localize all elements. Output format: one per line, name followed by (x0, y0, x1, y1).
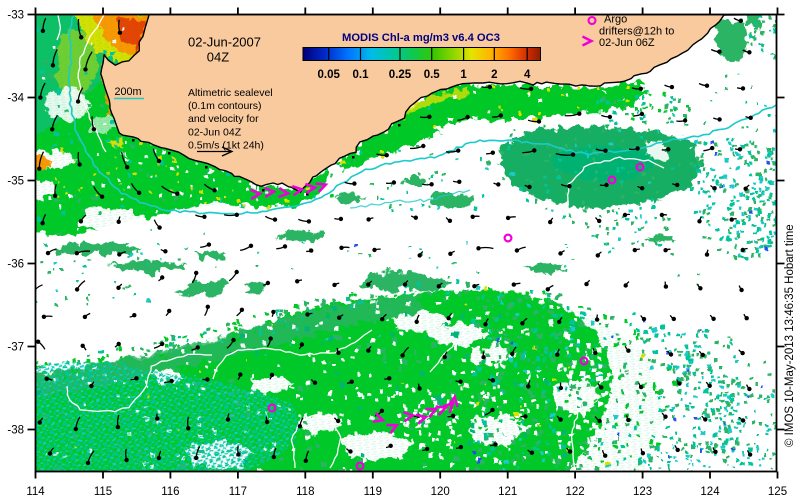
svg-text:02-Jun-2007: 02-Jun-2007 (188, 35, 261, 50)
svg-text:121: 121 (498, 486, 517, 498)
svg-text:120: 120 (431, 486, 450, 498)
svg-text:-34: -34 (7, 93, 24, 105)
svg-text:4: 4 (524, 69, 531, 81)
svg-text:-36: -36 (7, 259, 24, 271)
svg-text:125: 125 (768, 486, 787, 498)
svg-text:MODIS Chl-a mg/m3 v6.4 OC3: MODIS Chl-a mg/m3 v6.4 OC3 (342, 32, 500, 44)
svg-text:0.5m/s (1kt 24h): 0.5m/s (1kt 24h) (188, 139, 264, 151)
svg-text:200m: 200m (115, 86, 142, 98)
svg-text:-33: -33 (7, 10, 24, 22)
svg-text:drifters@12h to: drifters@12h to (599, 25, 674, 37)
svg-text:0.5: 0.5 (424, 69, 441, 81)
svg-text:04Z: 04Z (207, 50, 229, 65)
svg-text:122: 122 (566, 486, 585, 498)
svg-text:-35: -35 (7, 176, 24, 188)
svg-text:02-Jun 06Z: 02-Jun 06Z (599, 37, 655, 49)
svg-text:118: 118 (296, 486, 314, 498)
svg-text:119: 119 (364, 486, 382, 498)
svg-text:-37: -37 (7, 342, 24, 354)
svg-text:0.05: 0.05 (318, 69, 341, 81)
svg-text:2: 2 (491, 69, 497, 81)
svg-text:Argo: Argo (604, 14, 627, 26)
svg-text:124: 124 (700, 486, 720, 498)
svg-text:Altimetric sealevel: Altimetric sealevel (188, 87, 273, 99)
svg-text:(0.1m contours): (0.1m contours) (188, 100, 262, 112)
svg-text:-38: -38 (7, 425, 24, 437)
svg-text:and velocity for: and velocity for (188, 113, 259, 125)
svg-text:1: 1 (460, 69, 467, 81)
svg-text:0.1: 0.1 (353, 69, 370, 81)
svg-text:02-Jun 04Z: 02-Jun 04Z (188, 126, 242, 138)
svg-text:© IMOS 10-May-2013 13:46:35 Ho: © IMOS 10-May-2013 13:46:35 Hobart time (784, 224, 796, 447)
svg-text:115: 115 (94, 486, 112, 498)
svg-text:114: 114 (26, 486, 45, 498)
svg-text:116: 116 (161, 486, 179, 498)
svg-text:123: 123 (633, 486, 652, 498)
svg-text:117: 117 (229, 486, 247, 498)
svg-text:0.25: 0.25 (389, 69, 412, 81)
